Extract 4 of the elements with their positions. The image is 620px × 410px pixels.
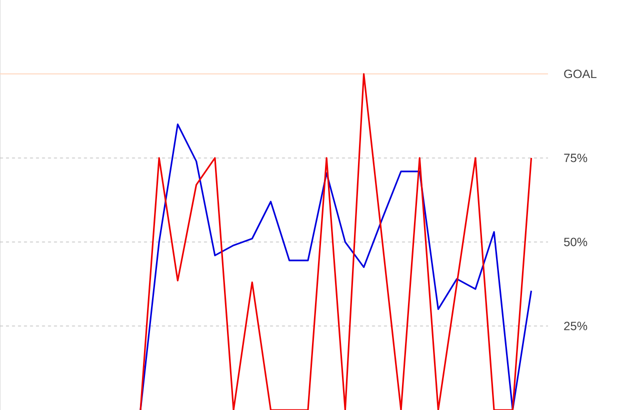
y-tick-label: 25% <box>564 322 588 330</box>
y-tick-label: 50% <box>564 238 588 246</box>
y-tick-label: 75% <box>564 154 588 162</box>
ref-line-label: GOAL <box>564 70 596 78</box>
